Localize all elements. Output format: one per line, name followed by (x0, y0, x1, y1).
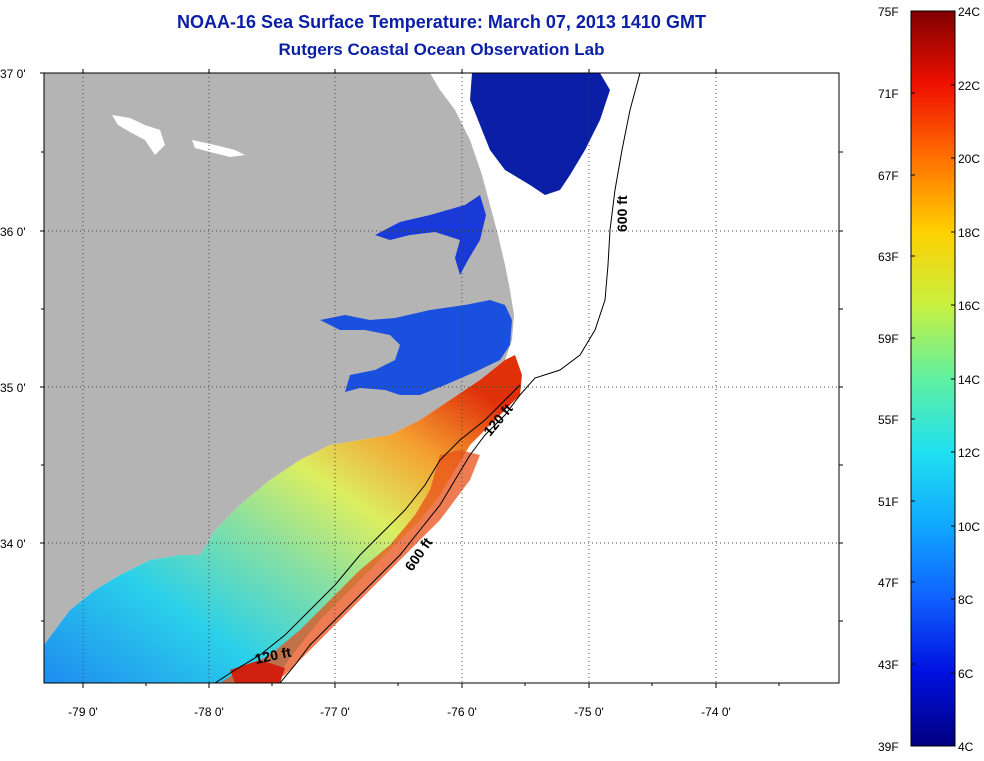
colorbar-f-47: 47F (878, 576, 899, 590)
colorbar-f-75: 75F (878, 5, 899, 19)
colorbar-c-14: 14C (958, 373, 980, 387)
pamlico-sound (320, 300, 512, 395)
colorbar-c-8: 8C (958, 593, 974, 607)
colorbar-c-22: 22C (958, 79, 980, 93)
colorbar-f-51: 51F (878, 495, 899, 509)
sst-shelf-water (44, 355, 522, 683)
colorbar-c-6: 6C (958, 667, 974, 681)
lon-label-76: -76 0' (447, 705, 477, 719)
colorbar-f-59: 59F (878, 332, 899, 346)
outer-banks-north-water (470, 73, 610, 195)
lat-label-37: 37 0' (0, 67, 26, 81)
lat-label-34: 34 0' (0, 537, 26, 551)
depth-contour-120ft (214, 384, 521, 683)
colorbar-ticks (911, 84, 955, 674)
lon-label-79: -79 0' (68, 705, 98, 719)
ticks (40, 69, 843, 688)
colorbar-gradient (910, 10, 956, 747)
colorbar-f-39: 39F (878, 740, 899, 754)
graticule (44, 73, 839, 683)
depth-label-600ft-north: 600 ft (614, 195, 630, 232)
colorbar-c-10: 10C (958, 520, 980, 534)
sst-warm-edge (220, 450, 480, 683)
colorbar-f-71: 71F (878, 87, 899, 101)
lake (112, 115, 165, 155)
colorbar-f-55: 55F (878, 413, 899, 427)
lon-label-74: -74 0' (701, 705, 731, 719)
colorbar-c-4: 4C (958, 740, 974, 754)
lat-label-35: 35 0' (0, 381, 26, 395)
albemarle-sound (375, 195, 486, 275)
lon-label-78: -78 0' (194, 705, 224, 719)
colorbar-c-20: 20C (958, 152, 980, 166)
colorbar-c-12: 12C (958, 446, 980, 460)
lon-label-77: -77 0' (320, 705, 350, 719)
colorbar-f-43: 43F (878, 658, 899, 672)
colorbar-f-63: 63F (878, 250, 899, 264)
colorbar-f-67: 67F (878, 169, 899, 183)
land-mass (44, 73, 514, 645)
depth-contour-600ft (279, 73, 641, 683)
lon-label-75: -75 0' (574, 705, 604, 719)
map-subtitle: Rutgers Coastal Ocean Observation Lab (278, 40, 605, 59)
map-title: NOAA-16 Sea Surface Temperature: March 0… (177, 12, 706, 32)
colorbar-c-18: 18C (958, 226, 980, 240)
map-frame (43, 72, 840, 684)
colorbar-c-16: 16C (958, 299, 980, 313)
lake-2 (192, 140, 245, 157)
depth-label-120ft-south: 120 ft (253, 644, 292, 667)
lat-label-36: 36 0' (0, 225, 26, 239)
colorbar-c-24: 24C (958, 5, 980, 19)
gulfstream-hot-spot (230, 660, 285, 683)
